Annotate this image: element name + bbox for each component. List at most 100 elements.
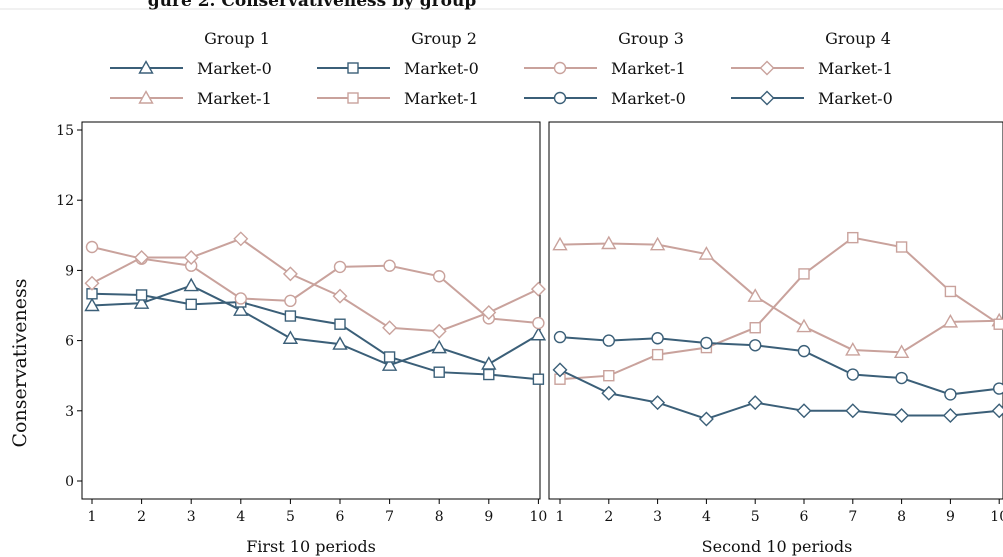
x-tick-label: 5 xyxy=(286,509,295,525)
x-tick-label: 8 xyxy=(435,509,444,525)
x-tick-label: 1 xyxy=(88,509,97,525)
data-point-diamond xyxy=(481,305,497,321)
data-point-diamond xyxy=(183,250,199,266)
data-point-triangle xyxy=(893,344,910,358)
x-tick-label: 2 xyxy=(137,509,146,525)
plot-frame xyxy=(548,121,1003,500)
data-point-diamond xyxy=(942,407,958,423)
y-tick-label: 15 xyxy=(56,123,74,139)
series-line xyxy=(91,292,539,381)
x-axis-title: Second 10 periods xyxy=(702,537,853,556)
data-point-circle xyxy=(651,332,664,345)
data-point-square xyxy=(603,370,615,382)
x-tick-label: 7 xyxy=(385,509,394,525)
series-line xyxy=(559,236,1000,381)
data-point-square xyxy=(651,348,664,361)
data-point-circle xyxy=(846,368,859,381)
data-point-diamond xyxy=(991,403,1003,419)
legend-entry-label: Market-0 xyxy=(197,59,272,78)
series-line xyxy=(91,246,539,325)
x-tick-label: 2 xyxy=(604,509,613,525)
legend-group-title: Group 3 xyxy=(618,29,684,48)
legend-group-title: Group 4 xyxy=(825,29,891,48)
data-point-triangle xyxy=(601,235,617,250)
data-point-triangle xyxy=(183,277,199,292)
data-point-triangle xyxy=(282,330,299,344)
series-line xyxy=(91,284,539,367)
legend-diamond-marker xyxy=(759,90,775,106)
data-point-diamond xyxy=(650,395,666,411)
data-point-circle xyxy=(895,371,908,385)
data-point-triangle xyxy=(431,339,447,354)
data-point-circle xyxy=(602,334,615,347)
legend: Group 1 Market-0 Market-1 Group 2 Market-0 Ma… xyxy=(110,29,893,108)
x-tick-label: 3 xyxy=(187,509,196,525)
legend-group-title: Group 1 xyxy=(204,29,270,48)
data-point-triangle xyxy=(332,336,348,350)
legend-entry-label: Market-0 xyxy=(818,89,893,108)
data-point-square xyxy=(847,231,859,244)
data-point-triangle xyxy=(747,288,763,302)
series-line xyxy=(559,368,1000,421)
x-tick-label: 9 xyxy=(484,509,493,525)
data-point-square xyxy=(895,241,908,253)
data-point-square xyxy=(798,268,810,280)
data-point-square xyxy=(749,322,761,334)
plot-frame xyxy=(81,121,541,500)
legend-entry-label: Market-1 xyxy=(818,59,893,78)
data-point-circle xyxy=(433,270,446,283)
legend-triangle-marker xyxy=(138,60,154,74)
data-point-circle xyxy=(234,292,248,305)
chart-title: gure 2. Conservativeness by group xyxy=(148,0,477,11)
data-point-diamond xyxy=(796,403,812,419)
legend-entry-label: Market-1 xyxy=(197,89,272,108)
legend-circle-marker xyxy=(553,91,567,105)
legend-entry-label: Market-0 xyxy=(404,59,479,78)
x-tick-label: 6 xyxy=(800,509,809,525)
x-tick-label: 4 xyxy=(702,509,711,525)
data-point-square xyxy=(185,298,197,311)
data-point-diamond xyxy=(332,288,348,304)
data-point-circle xyxy=(333,260,347,274)
legend-square-marker xyxy=(347,92,359,104)
data-point-diamond xyxy=(233,231,249,247)
data-point-triangle xyxy=(133,295,150,309)
data-point-diamond xyxy=(530,281,546,297)
data-point-diamond xyxy=(134,250,150,266)
legend-square-marker xyxy=(347,62,359,74)
x-tick-label: 1 xyxy=(556,509,565,525)
data-point-triangle xyxy=(845,342,861,356)
x-tick-label: 10 xyxy=(529,509,547,525)
x-tick-label: 9 xyxy=(946,509,955,525)
x-tick-label: 10 xyxy=(990,509,1003,525)
data-point-circle xyxy=(700,336,713,350)
data-point-triangle xyxy=(381,357,398,371)
panel-2: 1 2 3 4 5 6 7 8 9 10 Second 10 periods xyxy=(548,121,1003,556)
data-point-square xyxy=(483,368,495,381)
x-tick-label: 5 xyxy=(751,509,760,525)
y-tick-label: 3 xyxy=(65,404,74,420)
legend-entry-label: Market-0 xyxy=(611,89,686,108)
legend-diamond-marker xyxy=(759,60,775,76)
x-tick-label: 3 xyxy=(653,509,662,525)
y-tick-label: 6 xyxy=(65,334,74,350)
data-point-triangle xyxy=(530,326,547,341)
series-line xyxy=(559,242,1000,354)
data-point-triangle xyxy=(942,313,959,328)
data-point-triangle xyxy=(233,302,249,316)
data-point-diamond xyxy=(601,385,617,401)
series-line xyxy=(559,336,1000,396)
x-axis-title: First 10 periods xyxy=(246,537,376,556)
data-point-diamond xyxy=(845,403,861,419)
y-tick-label: 0 xyxy=(65,474,74,490)
data-point-triangle xyxy=(796,318,812,333)
data-point-triangle xyxy=(649,236,666,251)
data-point-diamond xyxy=(431,323,447,339)
data-point-diamond xyxy=(894,407,910,423)
data-point-triangle xyxy=(84,297,100,312)
data-point-diamond xyxy=(698,411,714,427)
legend-group-title: Group 2 xyxy=(411,29,477,48)
